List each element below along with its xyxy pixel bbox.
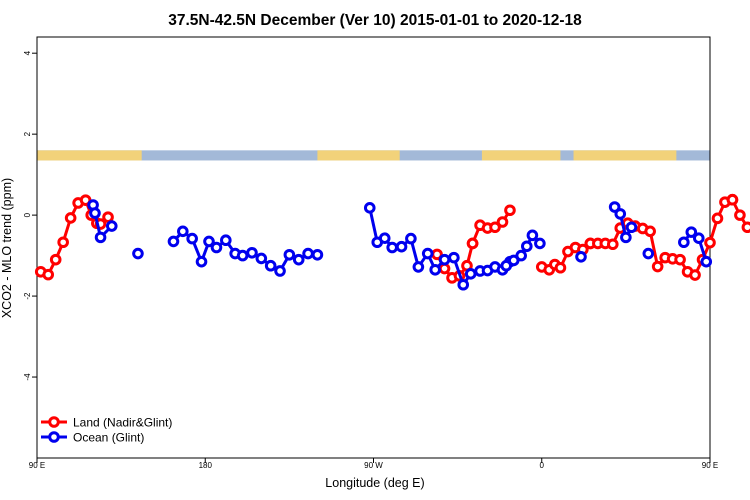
data-point <box>515 249 527 262</box>
data-point <box>678 236 690 249</box>
data-point <box>711 212 724 225</box>
data-point <box>606 238 619 251</box>
data-point <box>700 255 713 268</box>
data-point <box>292 253 305 266</box>
data-point <box>464 268 477 280</box>
data-point <box>438 262 451 275</box>
data-point <box>554 261 567 274</box>
land-segment <box>317 150 400 161</box>
data-point <box>395 240 408 253</box>
land-segment <box>481 150 561 161</box>
chart-title: 37.5N-42.5N December (Ver 10) 2015-01-01… <box>168 12 582 29</box>
series-ocean <box>87 199 713 291</box>
data-point <box>421 247 434 260</box>
y-axis: 4 2 0 -2 -4 <box>23 50 37 381</box>
data-point <box>644 225 656 238</box>
data-point <box>102 211 114 223</box>
data-point <box>429 263 441 276</box>
data-point <box>620 231 632 244</box>
y-tick-label: 0 <box>23 212 32 217</box>
data-point <box>448 251 460 264</box>
data-point <box>625 221 638 234</box>
data-point <box>726 193 739 206</box>
data-point <box>405 232 417 245</box>
legend-land-marker <box>48 416 60 428</box>
data-point <box>363 202 376 214</box>
data-point <box>255 252 268 265</box>
x-axis-label: Longitude (deg E) <box>325 476 424 490</box>
data-point <box>489 221 501 234</box>
series-land <box>34 193 750 284</box>
y-tick-label: -4 <box>23 373 32 381</box>
data-point <box>283 248 296 261</box>
data-point <box>57 236 69 249</box>
data-point <box>274 265 286 277</box>
data-point <box>734 209 746 221</box>
y-tick-label: 2 <box>23 131 32 136</box>
land-segment <box>573 150 677 161</box>
data-point <box>94 231 107 244</box>
y-tick-label: 4 <box>23 50 32 55</box>
x-tick-label: 90 W <box>364 461 383 470</box>
data-point <box>741 221 750 234</box>
x-tick-label: 180 <box>199 461 213 470</box>
data-point <box>504 204 516 217</box>
data-series <box>34 193 750 291</box>
data-point <box>496 216 509 228</box>
data-point <box>378 232 391 244</box>
data-point <box>692 232 705 244</box>
legend: Land (Nadir&Glint) Ocean (Glint) <box>41 416 172 445</box>
data-point <box>89 207 101 219</box>
x-tick-label: 0 <box>540 461 545 470</box>
data-point <box>105 220 118 232</box>
data-point <box>466 237 479 250</box>
data-point <box>575 251 587 263</box>
data-point <box>246 246 258 259</box>
data-point <box>264 259 277 272</box>
data-point <box>438 253 451 266</box>
data-point <box>642 247 655 260</box>
data-point <box>674 253 686 266</box>
data-point <box>526 229 539 242</box>
data-point <box>704 236 716 249</box>
legend-land-label: Land (Nadir&Glint) <box>73 416 172 430</box>
data-point <box>49 253 62 266</box>
data-point <box>203 235 215 248</box>
data-point <box>507 254 520 267</box>
land-ocean-strip <box>37 150 710 161</box>
data-point <box>412 261 425 273</box>
data-point <box>42 268 55 281</box>
data-point <box>220 234 232 247</box>
data-point <box>186 232 198 245</box>
data-point <box>689 269 701 281</box>
x-tick-label: 90 E <box>702 461 718 470</box>
legend-ocean-marker <box>48 431 60 443</box>
x-tick-label: 90 E <box>29 461 45 470</box>
data-point <box>614 208 627 220</box>
data-point <box>608 201 621 213</box>
data-point <box>302 247 314 260</box>
data-point <box>167 235 180 248</box>
data-point <box>64 212 77 224</box>
data-point <box>236 249 249 262</box>
data-point <box>457 278 470 291</box>
y-tick-label: -2 <box>23 292 32 300</box>
data-point <box>311 248 324 261</box>
data-point <box>177 225 189 238</box>
data-point <box>520 240 533 253</box>
data-point <box>132 247 144 260</box>
x-axis: 90 E 180 90 W 0 90 E <box>29 458 718 470</box>
data-point <box>79 194 92 206</box>
data-point <box>386 241 398 254</box>
y-axis-label: XCO2 - MLO trend (ppm) <box>0 178 14 318</box>
data-point <box>685 226 698 238</box>
data-point <box>651 260 664 273</box>
data-point <box>210 241 223 254</box>
land-segment <box>37 150 142 161</box>
data-point <box>195 255 208 268</box>
data-point <box>500 259 513 272</box>
legend-ocean-label: Ocean (Glint) <box>73 431 144 445</box>
data-point <box>534 237 546 250</box>
